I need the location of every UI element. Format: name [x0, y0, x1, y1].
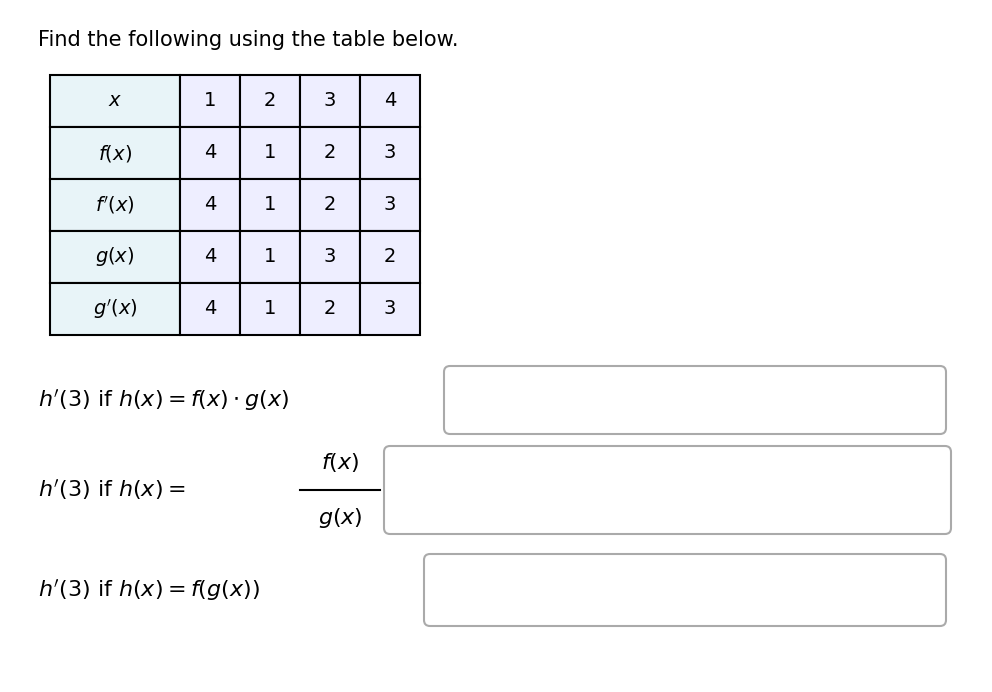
Text: 2: 2: [323, 196, 336, 215]
Text: $f(x)$: $f(x)$: [320, 450, 359, 473]
Bar: [50, 75, 180, 127]
Bar: [360, 75, 420, 127]
Text: 2: 2: [323, 300, 336, 318]
Text: 2: 2: [384, 248, 396, 266]
Text: $h'(3)$ if $h(x) =$: $h'(3)$ if $h(x) =$: [38, 477, 186, 502]
Text: 4: 4: [203, 300, 216, 318]
Text: 1: 1: [264, 248, 276, 266]
Text: 4: 4: [203, 196, 216, 215]
Bar: [360, 283, 420, 335]
Text: Find the following using the table below.: Find the following using the table below…: [38, 30, 458, 50]
Bar: [50, 231, 180, 283]
Text: $x$: $x$: [108, 91, 122, 111]
Bar: [240, 179, 300, 231]
Bar: [300, 231, 360, 283]
Bar: [360, 179, 420, 231]
Bar: [180, 231, 240, 283]
Text: 3: 3: [323, 91, 336, 111]
Bar: [300, 283, 360, 335]
Bar: [360, 127, 420, 179]
Text: $h'(3)$ if $h(x) = f(x) \cdot g(x)$: $h'(3)$ if $h(x) = f(x) \cdot g(x)$: [38, 388, 289, 412]
Text: 1: 1: [203, 91, 216, 111]
Text: $h'(3)$ if $h(x) = f(g(x))$: $h'(3)$ if $h(x) = f(g(x))$: [38, 577, 260, 603]
Bar: [50, 283, 180, 335]
FancyBboxPatch shape: [424, 554, 946, 626]
Bar: [50, 127, 180, 179]
Bar: [240, 231, 300, 283]
Bar: [240, 283, 300, 335]
FancyBboxPatch shape: [384, 446, 951, 534]
Text: 4: 4: [203, 143, 216, 163]
Bar: [180, 127, 240, 179]
Text: 3: 3: [384, 300, 396, 318]
Bar: [50, 179, 180, 231]
Text: 3: 3: [384, 143, 396, 163]
FancyBboxPatch shape: [444, 366, 946, 434]
Text: 1: 1: [264, 196, 276, 215]
Text: $g(x)$: $g(x)$: [95, 246, 135, 268]
Text: 1: 1: [264, 143, 276, 163]
Bar: [300, 75, 360, 127]
Text: 4: 4: [203, 248, 216, 266]
Bar: [360, 231, 420, 283]
Bar: [300, 127, 360, 179]
Bar: [300, 179, 360, 231]
Text: 3: 3: [323, 248, 336, 266]
Text: 2: 2: [264, 91, 276, 111]
Text: 1: 1: [264, 300, 276, 318]
Text: 3: 3: [384, 196, 396, 215]
Text: 4: 4: [384, 91, 396, 111]
Text: $f'(x)$: $f'(x)$: [95, 194, 135, 216]
Bar: [180, 283, 240, 335]
Bar: [180, 75, 240, 127]
Bar: [240, 75, 300, 127]
Text: $g(x)$: $g(x)$: [317, 506, 362, 530]
Text: $g'(x)$: $g'(x)$: [92, 297, 137, 321]
Text: $f(x)$: $f(x)$: [98, 143, 132, 163]
Bar: [240, 127, 300, 179]
Bar: [180, 179, 240, 231]
Text: 2: 2: [323, 143, 336, 163]
